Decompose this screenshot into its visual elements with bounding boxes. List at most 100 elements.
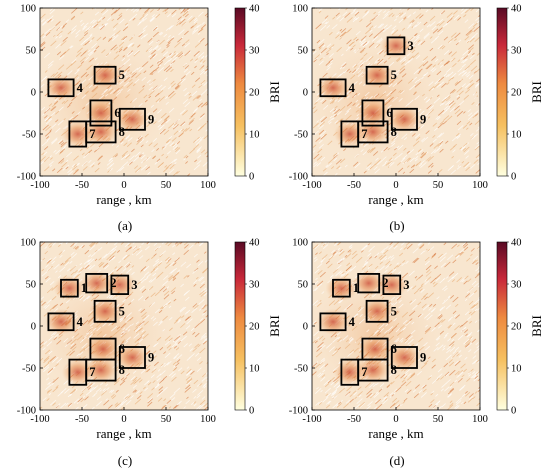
y-tick-label: 100 <box>20 238 36 249</box>
colorbar-tick-label: 40 <box>249 238 260 249</box>
x-tick-label: -100 <box>302 180 321 191</box>
colorbar-tick-label: 20 <box>249 322 260 333</box>
region-box-2 <box>357 273 381 294</box>
x-axis-label: range , km <box>368 192 423 207</box>
colorbar-tick-label: 10 <box>511 364 522 375</box>
region-box-2 <box>85 273 109 294</box>
region-box-9 <box>390 107 418 131</box>
x-tick-label: 100 <box>200 414 216 425</box>
y-tick-label: -100 <box>17 172 36 183</box>
region-label-9: 9 <box>420 351 426 365</box>
region-label-4: 4 <box>349 81 356 95</box>
heatmap-field <box>40 242 208 410</box>
region-box-4 <box>319 78 347 98</box>
panel-caption: (b) <box>389 218 404 233</box>
y-tick-label: 50 <box>298 46 309 57</box>
region-box-4 <box>47 312 75 332</box>
colorbar <box>234 7 246 177</box>
colorbar <box>496 241 508 411</box>
x-tick-label: -50 <box>75 414 89 425</box>
colorbar-tick-label: 0 <box>249 172 254 183</box>
colorbar-label: BRI <box>529 315 544 337</box>
region-label-6: 6 <box>119 342 125 356</box>
region-box-5 <box>93 299 117 323</box>
region-label-9: 9 <box>148 112 154 126</box>
y-tick-label: -50 <box>294 130 308 141</box>
y-tick-label: -50 <box>22 364 36 375</box>
colorbar-tick-label: 30 <box>249 46 260 57</box>
y-tick-label: -100 <box>289 172 308 183</box>
x-tick-label: 0 <box>121 180 126 191</box>
region-label-1: 1 <box>353 281 359 295</box>
region-label-4: 4 <box>77 81 84 95</box>
region-label-6: 6 <box>386 106 392 120</box>
x-tick-label: -100 <box>302 414 321 425</box>
region-box-3 <box>110 274 130 295</box>
x-tick-label: 50 <box>433 180 444 191</box>
region-label-2: 2 <box>382 276 388 290</box>
heatmap-field <box>312 8 480 176</box>
region-label-3: 3 <box>403 278 409 292</box>
region-label-9: 9 <box>148 351 154 365</box>
colorbar-tick-label: 10 <box>249 364 260 375</box>
region-box-9 <box>118 346 146 369</box>
region-label-6: 6 <box>391 342 397 356</box>
colorbar-label: BRI <box>267 315 282 337</box>
y-tick-label: -100 <box>289 406 308 417</box>
x-tick-label: 0 <box>393 180 398 191</box>
colorbar-tick-label: 0 <box>249 406 254 417</box>
region-box-4 <box>47 78 75 98</box>
heatmap-field <box>312 242 480 410</box>
colorbar-tick-label: 10 <box>249 130 260 141</box>
y-tick-label: 0 <box>31 322 36 333</box>
y-tick-label: 0 <box>31 88 36 99</box>
x-tick-label: -100 <box>30 180 49 191</box>
region-label-4: 4 <box>77 315 84 329</box>
region-label-3: 3 <box>407 39 413 53</box>
region-box-6 <box>89 99 113 127</box>
region-label-3: 3 <box>131 278 137 292</box>
x-tick-label: 0 <box>393 414 398 425</box>
colorbar <box>234 241 246 411</box>
region-box-5 <box>365 299 389 323</box>
y-tick-label: 50 <box>26 46 37 57</box>
y-tick-label: -50 <box>294 364 308 375</box>
colorbar-tick-label: 0 <box>511 172 516 183</box>
x-tick-label: 100 <box>200 180 216 191</box>
colorbar <box>496 7 508 177</box>
region-box-5 <box>365 65 389 85</box>
region-label-7: 7 <box>361 365 367 379</box>
colorbar-tick-label: 40 <box>511 4 522 15</box>
region-label-6: 6 <box>114 106 120 120</box>
region-box-9 <box>390 346 418 369</box>
colorbar-tick-label: 20 <box>511 322 522 333</box>
x-axis-label: range , km <box>368 426 423 441</box>
region-box-4 <box>319 312 347 332</box>
panel-caption: (d) <box>389 453 404 468</box>
x-axis-label: range , km <box>96 426 151 441</box>
region-label-7: 7 <box>361 127 367 141</box>
x-tick-label: 0 <box>121 414 126 425</box>
region-label-5: 5 <box>391 304 397 318</box>
region-label-4: 4 <box>349 315 356 329</box>
region-box-3 <box>386 36 406 56</box>
region-label-1: 1 <box>81 281 87 295</box>
colorbar-tick-label: 30 <box>511 280 522 291</box>
x-tick-label: 50 <box>161 180 172 191</box>
colorbar-tick-label: 20 <box>511 88 522 99</box>
region-box-8 <box>85 358 117 382</box>
y-tick-label: 50 <box>26 280 37 291</box>
colorbar-tick-label: 40 <box>249 4 260 15</box>
region-box-5 <box>93 65 117 85</box>
x-tick-label: -50 <box>75 180 89 191</box>
region-label-5: 5 <box>119 68 125 82</box>
y-tick-label: -50 <box>22 130 36 141</box>
y-tick-label: 100 <box>292 238 308 249</box>
region-box-3 <box>382 274 402 295</box>
region-box-8 <box>357 358 389 382</box>
y-tick-label: 0 <box>303 88 308 99</box>
y-tick-label: 100 <box>292 4 308 15</box>
